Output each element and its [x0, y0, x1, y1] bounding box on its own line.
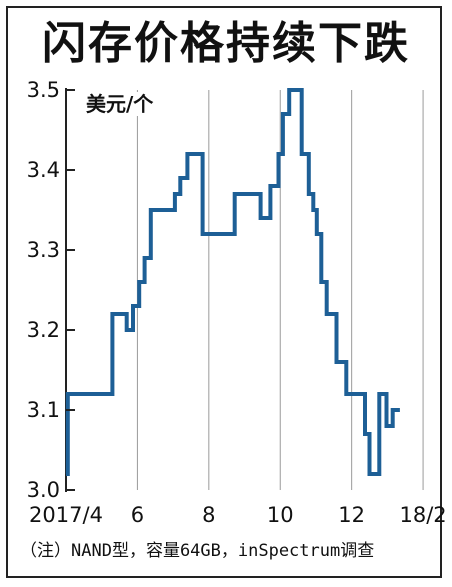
x-axis-ticks: 2017/4 6 8 10 12 18/2 [29, 503, 447, 527]
y-tick-label-0: 3.0 [27, 478, 60, 502]
y-tick-label-4: 3.4 [27, 158, 60, 182]
y-tick-label-3: 3.3 [27, 238, 60, 262]
price-series [65, 88, 400, 476]
y-axis-ticks: 3.0 3.1 3.2 3.3 3.4 3.5 [27, 78, 75, 502]
x-tick-label-1: 6 [131, 503, 144, 527]
x-tick-label-4: 12 [338, 503, 365, 527]
y-tick-label-2: 3.2 [27, 318, 60, 342]
x-tick-label-3: 10 [267, 503, 294, 527]
chart-title: 闪存价格持续下跌 [42, 18, 410, 69]
y-axis-label: 美元/个 [86, 92, 154, 116]
x-tick-label-2: 8 [202, 503, 215, 527]
footnote: （注）NAND型，容量64GB，inSpectrum调查 [20, 541, 375, 561]
chart-frame [6, 6, 442, 578]
x-tick-label-0: 2017/4 [29, 503, 103, 527]
x-tick-label-5: 18/2 [399, 503, 446, 527]
grid-lines [65, 90, 424, 490]
y-tick-label-1: 3.1 [27, 398, 60, 422]
series-line-0 [65, 88, 400, 476]
y-tick-label-5: 3.5 [27, 78, 60, 102]
